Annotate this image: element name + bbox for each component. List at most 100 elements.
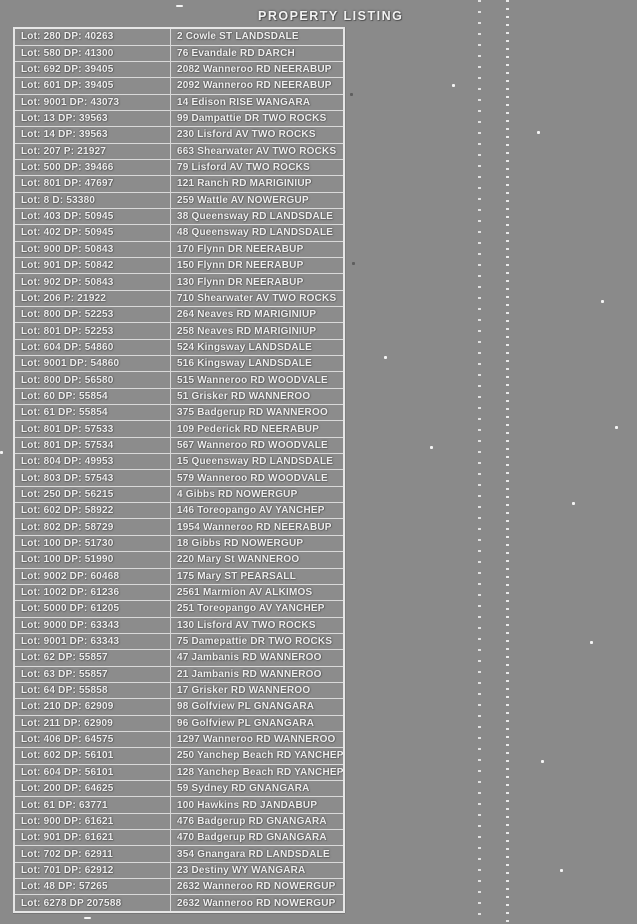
address-cell: 579 Wanneroo RD WOODVALE	[170, 469, 345, 487]
address-cell: 14 Edison RISE WANGARA	[170, 93, 345, 111]
address-cell: 130 Flynn DR NEERABUP	[170, 273, 345, 291]
table-row: Lot: 702 DP: 62911 354 Gnangara RD LANDS…	[13, 845, 345, 863]
table-row: Lot: 280 DP: 40263 2 Cowle ST LANDSDALE	[13, 27, 345, 46]
table-row: Lot: 900 DP: 50843 170 Flynn DR NEERABUP	[13, 240, 345, 258]
table-row: Lot: 406 DP: 64575 1297 Wanneroo RD WANN…	[13, 730, 345, 749]
table-row: Lot: 63 DP: 55857 21 Jambanis RD WANNERO…	[13, 665, 345, 683]
scan-artifact-dotted-line-right	[506, 0, 509, 924]
table-row: Lot: 8 D: 53380 259 Wattle AV NOWERGUP	[13, 191, 345, 209]
table-row: Lot: 580 DP: 41300 76 Evandale RD DARCH	[13, 44, 345, 62]
lot-plan-cell: Lot: 702 DP: 62911	[13, 845, 171, 863]
address-cell: 1954 Wanneroo RD NEERABUP	[170, 518, 345, 536]
table-row: Lot: 9001 DP: 54860 516 Kingsway LANDSDA…	[13, 355, 345, 373]
lot-plan-cell: Lot: 13 DP: 39563	[13, 109, 171, 128]
lot-plan-cell: Lot: 280 DP: 40263	[13, 27, 171, 46]
scan-noise-speck	[537, 131, 540, 134]
lot-plan-cell: Lot: 8 D: 53380	[13, 191, 171, 209]
address-cell: 18 Gibbs RD NOWERGUP	[170, 534, 345, 553]
lot-plan-cell: Lot: 800 DP: 56580	[13, 371, 171, 389]
address-cell: 1297 Wanneroo RD WANNEROO	[170, 730, 345, 749]
table-row: Lot: 61 DP: 63771 100 Hawkins RD JANDABU…	[13, 796, 345, 814]
table-row: Lot: 803 DP: 57543 579 Wanneroo RD WOODV…	[13, 469, 345, 487]
lot-plan-cell: Lot: 804 DP: 49953	[13, 453, 171, 471]
address-cell: 76 Evandale RD DARCH	[170, 44, 345, 62]
address-cell: 2 Cowle ST LANDSDALE	[170, 27, 345, 46]
address-cell: 251 Toreopango AV YANCHEP	[170, 600, 345, 618]
lot-plan-cell: Lot: 61 DP: 63771	[13, 796, 171, 814]
table-row: Lot: 100 DP: 51990 220 Mary St WANNEROO	[13, 551, 345, 569]
table-row: Lot: 206 P: 21922 710 Shearwater AV TWO …	[13, 289, 345, 308]
address-cell: 51 Grisker RD WANNEROO	[170, 387, 345, 406]
lot-plan-cell: Lot: 9001 DP: 43073	[13, 93, 171, 111]
scan-noise-speck	[350, 93, 353, 96]
lot-plan-cell: Lot: 5000 DP: 61205	[13, 600, 171, 618]
table-row: Lot: 207 P: 21927 663 Shearwater AV TWO …	[13, 142, 345, 160]
address-cell: 17 Grisker RD WANNEROO	[170, 681, 345, 700]
table-row: Lot: 701 DP: 62912 23 Destiny WY WANGARA	[13, 861, 345, 880]
scan-noise-speck	[572, 502, 575, 505]
scan-noise-speck	[541, 760, 544, 763]
address-cell: 2092 Wanneroo RD NEERABUP	[170, 77, 345, 95]
table-row: Lot: 604 DP: 54860 524 Kingsway LANDSDAL…	[13, 338, 345, 357]
table-row: Lot: 100 DP: 51730 18 Gibbs RD NOWERGUP	[13, 534, 345, 553]
table-row: Lot: 9001 DP: 63343 75 Damepattie DR TWO…	[13, 632, 345, 651]
scan-noise-speck	[352, 262, 355, 265]
address-cell: 470 Badgerup RD GNANGARA	[170, 829, 345, 847]
lot-plan-cell: Lot: 9002 DP: 60468	[13, 567, 171, 585]
lot-plan-cell: Lot: 500 DP: 39466	[13, 158, 171, 177]
lot-plan-cell: Lot: 604 DP: 54860	[13, 338, 171, 357]
lot-plan-cell: Lot: 206 P: 21922	[13, 289, 171, 308]
lot-plan-cell: Lot: 902 DP: 50843	[13, 273, 171, 291]
scan-noise-speck	[601, 300, 604, 303]
address-cell: 79 Lisford AV TWO ROCKS	[170, 158, 345, 177]
address-cell: 38 Queensway RD LANDSDALE	[170, 207, 345, 226]
lot-plan-cell: Lot: 207 P: 21927	[13, 142, 171, 160]
table-row: Lot: 250 DP: 56215 4 Gibbs RD NOWERGUP	[13, 485, 345, 504]
scan-noise-speck	[384, 356, 387, 359]
lot-plan-cell: Lot: 900 DP: 50843	[13, 240, 171, 258]
lot-plan-cell: Lot: 900 DP: 61621	[13, 812, 171, 831]
table-row: Lot: 9000 DP: 63343 130 Lisford AV TWO R…	[13, 616, 345, 634]
lot-plan-cell: Lot: 61 DP: 55854	[13, 404, 171, 422]
scan-noise-speck	[590, 641, 593, 644]
lot-plan-cell: Lot: 6278 DP 207588	[13, 894, 171, 913]
table-row: Lot: 901 DP: 50842 150 Flynn DR NEERABUP	[13, 256, 345, 275]
lot-plan-cell: Lot: 211 DP: 62909	[13, 714, 171, 732]
lot-plan-cell: Lot: 901 DP: 50842	[13, 256, 171, 275]
table-row: Lot: 14 DP: 39563 230 Lisford AV TWO ROC…	[13, 126, 345, 144]
lot-plan-cell: Lot: 9001 DP: 54860	[13, 355, 171, 373]
lot-plan-cell: Lot: 9000 DP: 63343	[13, 616, 171, 634]
address-cell: 375 Badgerup RD WANNEROO	[170, 404, 345, 422]
address-cell: 4 Gibbs RD NOWERGUP	[170, 485, 345, 504]
address-cell: 146 Toreopango AV YANCHEP	[170, 502, 345, 520]
lot-plan-cell: Lot: 406 DP: 64575	[13, 730, 171, 749]
table-row: Lot: 800 DP: 52253 264 Neaves RD MARIGIN…	[13, 306, 345, 324]
table-row: Lot: 5000 DP: 61205 251 Toreopango AV YA…	[13, 600, 345, 618]
scan-noise-speck	[84, 917, 91, 919]
table-row: Lot: 801 DP: 57534 567 Wanneroo RD WOODV…	[13, 436, 345, 455]
address-cell: 515 Wanneroo RD WOODVALE	[170, 371, 345, 389]
address-cell: 710 Shearwater AV TWO ROCKS	[170, 289, 345, 308]
table-row: Lot: 801 DP: 52253 258 Neaves RD MARIGIN…	[13, 322, 345, 340]
address-cell: 109 Pederick RD NEERABUP	[170, 420, 345, 438]
lot-plan-cell: Lot: 210 DP: 62909	[13, 698, 171, 716]
table-row: Lot: 211 DP: 62909 96 Golfview PL GNANGA…	[13, 714, 345, 732]
scan-noise-speck	[452, 84, 455, 87]
lot-plan-cell: Lot: 14 DP: 39563	[13, 126, 171, 144]
scan-noise-speck	[0, 451, 3, 454]
lot-plan-cell: Lot: 802 DP: 58729	[13, 518, 171, 536]
table-row: Lot: 64 DP: 55858 17 Grisker RD WANNEROO	[13, 681, 345, 700]
lot-plan-cell: Lot: 403 DP: 50945	[13, 207, 171, 226]
lot-plan-cell: Lot: 100 DP: 51730	[13, 534, 171, 553]
address-cell: 250 Yanchep Beach RD YANCHEP	[170, 747, 345, 765]
address-cell: 476 Badgerup RD GNANGARA	[170, 812, 345, 831]
address-cell: 47 Jambanis RD WANNEROO	[170, 649, 345, 667]
lot-plan-cell: Lot: 601 DP: 39405	[13, 77, 171, 95]
table-row: Lot: 13 DP: 39563 99 Dampattie DR TWO RO…	[13, 109, 345, 128]
table-row: Lot: 9002 DP: 60468 175 Mary ST PEARSALL	[13, 567, 345, 585]
lot-plan-cell: Lot: 602 DP: 56101	[13, 747, 171, 765]
address-cell: 75 Damepattie DR TWO ROCKS	[170, 632, 345, 651]
address-cell: 96 Golfview PL GNANGARA	[170, 714, 345, 732]
table-row: Lot: 804 DP: 49953 15 Queensway RD LANDS…	[13, 453, 345, 471]
scan-noise-speck	[560, 869, 563, 872]
